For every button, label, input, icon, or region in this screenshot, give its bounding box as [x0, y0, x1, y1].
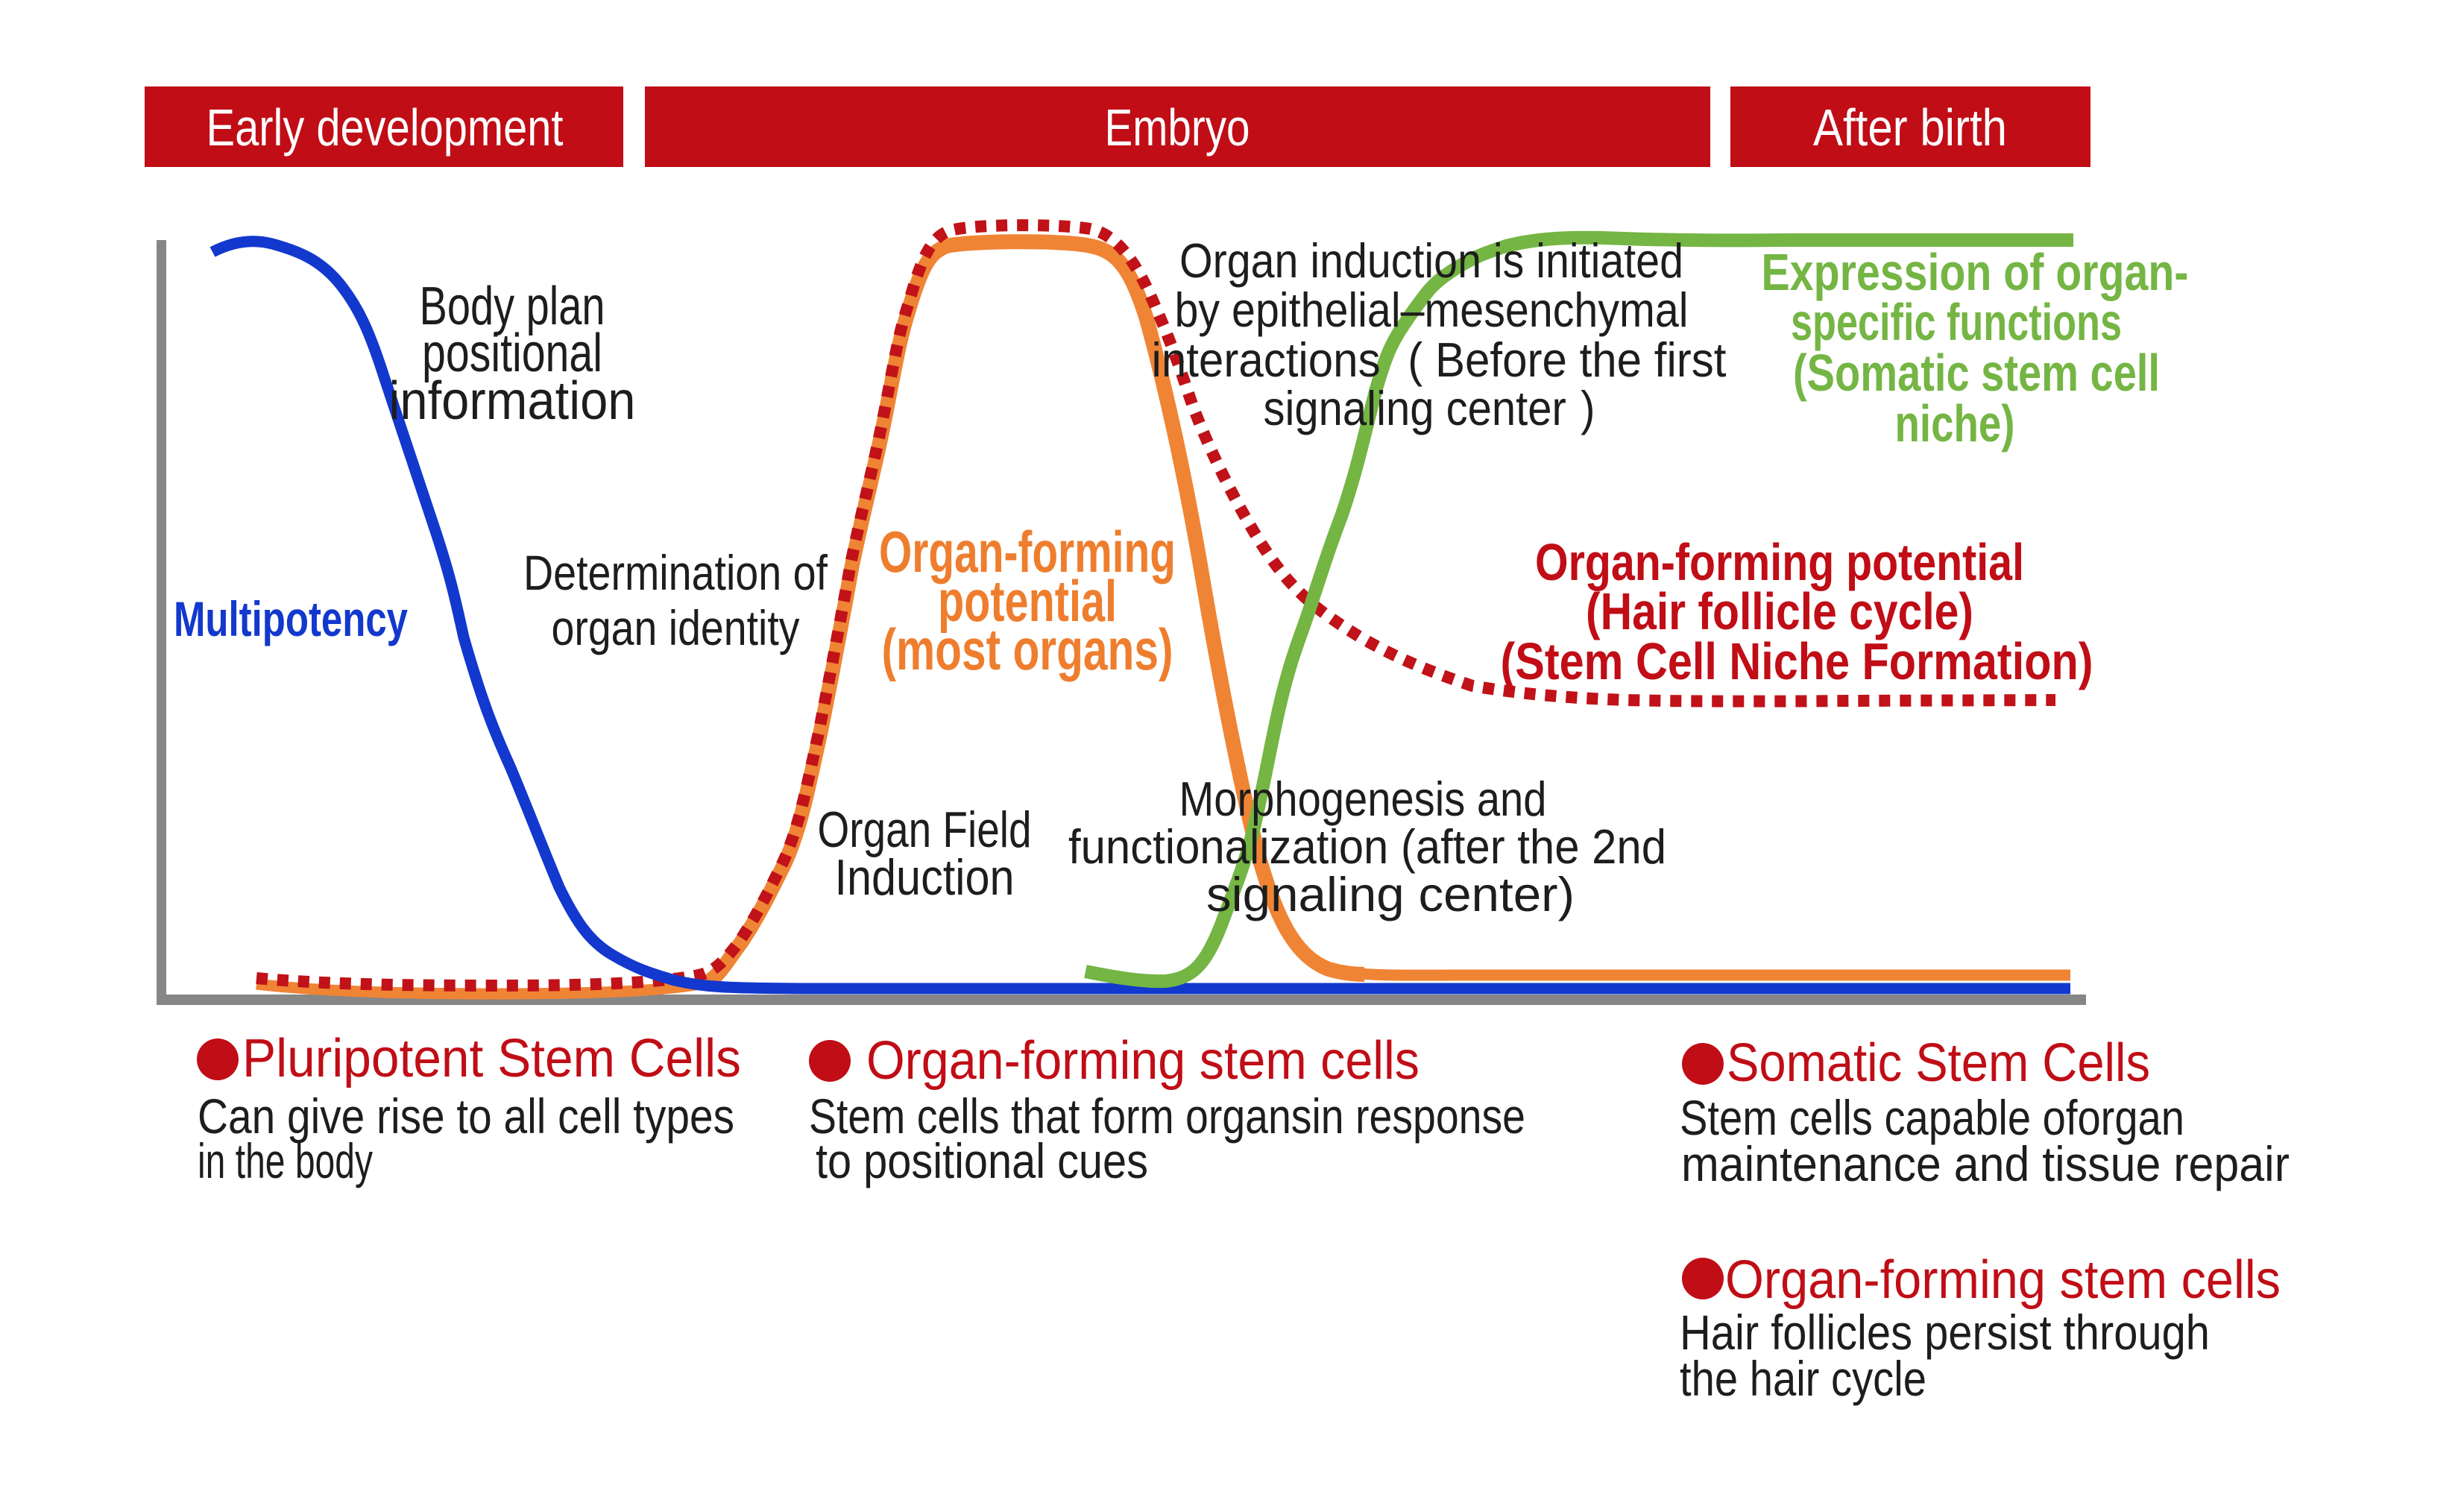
svg-text:the hair cycle: the hair cycle	[1680, 1351, 1926, 1406]
svg-text:by epithelial–mesenchymal: by epithelial–mesenchymal	[1175, 283, 1689, 337]
svg-text:(most organs): (most organs)	[882, 617, 1173, 682]
svg-text:niche): niche)	[1895, 394, 2015, 453]
svg-text:(Stem Cell Niche Formation): (Stem Cell Niche Formation)	[1501, 632, 2093, 690]
svg-text:signaling center): signaling center)	[1206, 867, 1575, 921]
svg-text:Organ induction is initiated: Organ induction is initiated	[1179, 233, 1683, 288]
svg-text:Pluripotent Stem Cells: Pluripotent Stem Cells	[242, 1029, 741, 1088]
svg-text:Stem cells capable oforgan: Stem cells capable oforgan	[1680, 1090, 2184, 1145]
svg-text:Somatic Stem Cells: Somatic Stem Cells	[1727, 1033, 2150, 1093]
svg-text:Hair follicles persist through: Hair follicles persist through	[1680, 1305, 2210, 1360]
svg-text:Expression of organ-: Expression of organ-	[1762, 243, 2189, 301]
svg-text:interactions ( Before the fir: interactions ( Before the first	[1152, 333, 1727, 387]
svg-text:specific functions: specific functions	[1791, 293, 2122, 351]
svg-text:signaling center ): signaling center )	[1264, 381, 1595, 435]
svg-text:information: information	[389, 371, 636, 431]
svg-text:Body plan: Body plan	[420, 277, 605, 336]
svg-text:(Hair follicle cycle): (Hair follicle cycle)	[1586, 582, 1973, 640]
svg-text:potential: potential	[938, 568, 1117, 634]
svg-text:Multipotency: Multipotency	[174, 591, 408, 646]
svg-text:Stem cells that form organsin: Stem cells that form organsin response	[809, 1088, 1525, 1144]
svg-text:Can give rise to all cell type: Can give rise to all cell types	[198, 1088, 734, 1144]
svg-text:Organ-forming stem cells: Organ-forming stem cells	[866, 1031, 1420, 1091]
svg-text:(Somatic stem cell: (Somatic stem cell	[1793, 344, 2160, 402]
svg-text:Induction: Induction	[835, 849, 1015, 906]
svg-text:maintenance and tissue repair: maintenance and tissue repair	[1681, 1136, 2290, 1191]
svg-text:Determination of: Determination of	[523, 545, 828, 600]
svg-text:in the body: in the body	[198, 1133, 373, 1188]
svg-text:Organ Field: Organ Field	[818, 801, 1032, 858]
svg-text:Early development: Early development	[207, 98, 564, 157]
svg-text:functionalization (after the 2: functionalization (after the 2nd	[1068, 819, 1666, 874]
svg-text:to positional cues: to positional cues	[816, 1133, 1148, 1188]
svg-text:positional: positional	[422, 324, 602, 383]
svg-text:Organ-forming potential: Organ-forming potential	[1535, 533, 2024, 591]
svg-text:organ identity: organ identity	[552, 600, 800, 655]
svg-text:Organ-forming stem cells: Organ-forming stem cells	[1725, 1250, 2281, 1310]
svg-text:After birth: After birth	[1813, 98, 2007, 157]
svg-text:Embryo: Embryo	[1105, 98, 1250, 157]
svg-text:Morphogenesis and: Morphogenesis and	[1179, 772, 1547, 826]
svg-text:Organ-forming: Organ-forming	[879, 519, 1176, 584]
